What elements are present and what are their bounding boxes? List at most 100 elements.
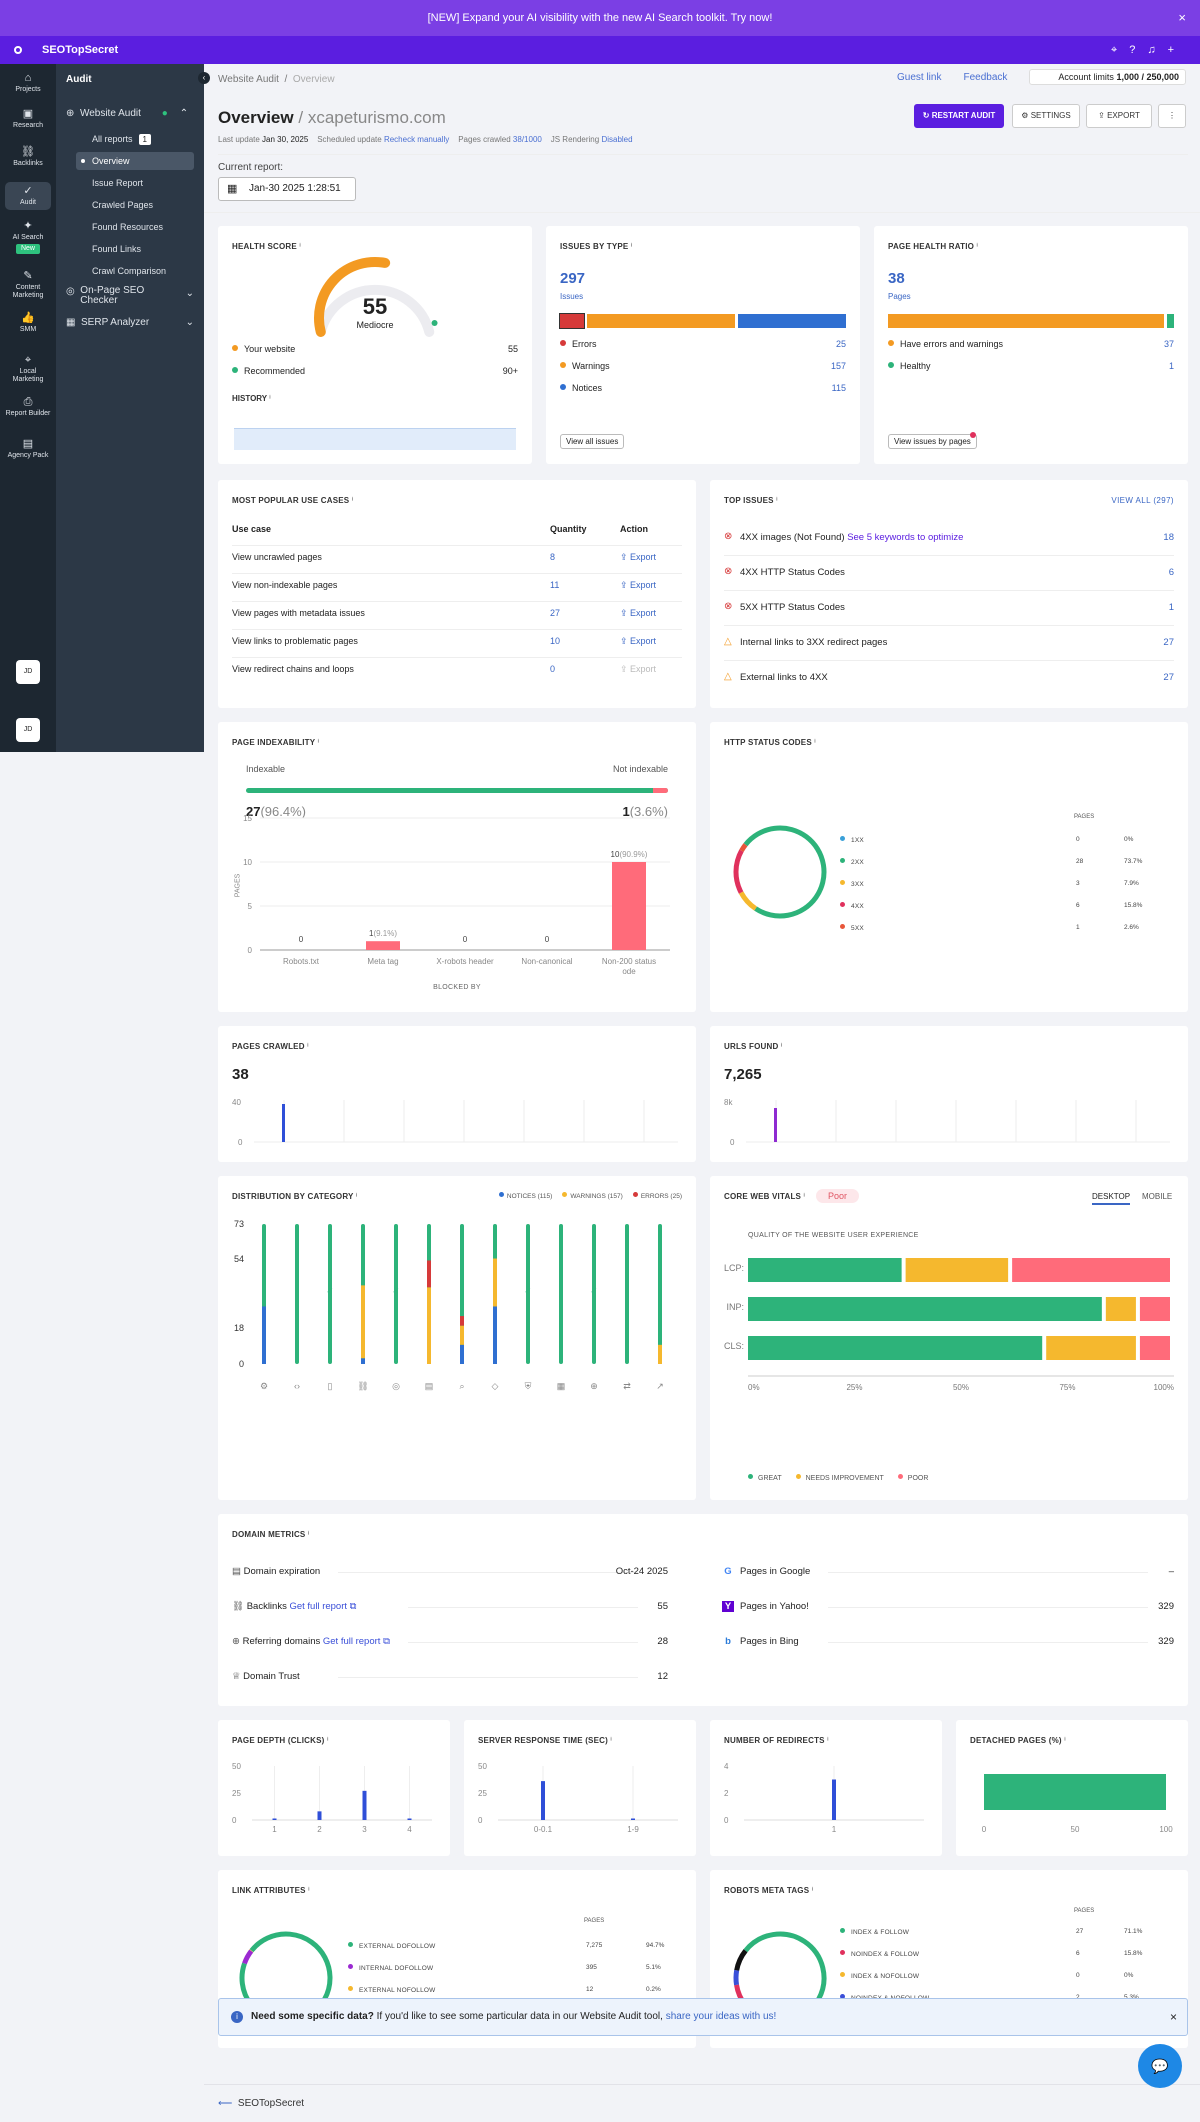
full-report-link[interactable]: Get full report [322,1636,381,1647]
legend-value[interactable]: 1 [1168,361,1174,371]
info-icon[interactable]: ⁱ [299,242,301,251]
info-icon[interactable]: ⁱ [630,242,633,251]
pin-icon[interactable]: ⌖ [1110,44,1130,56]
use-case-qty[interactable]: 0 [550,664,556,674]
info-icon[interactable]: ⁱ [326,1736,329,1745]
tab-desktop[interactable]: DESKTOP [1092,1192,1131,1205]
top-issue-item[interactable]: 5XX HTTP Status Codes [740,602,845,613]
guest-link[interactable]: Guest link [897,72,942,83]
subnav-onpage[interactable]: ◎ On-Page SEO Checker ⌄ [66,286,194,306]
crawled-link[interactable]: 38/1000 [512,135,542,144]
view-all-link[interactable]: VIEW ALL (297) [1111,496,1174,505]
top-issue-item[interactable]: Internal links to 3XX redirect pages [740,637,887,648]
top-issue-item[interactable]: External links to 4XX [740,672,828,683]
subnav-item-crawl-comparison[interactable]: Crawl Comparison [76,262,194,280]
legend-row-noindex-follow[interactable]: NOINDEX & FOLLOW [840,1950,919,1958]
help-icon[interactable]: ? [1129,44,1148,56]
account-limits[interactable]: Account limits 1,000 / 250,000 [1029,69,1186,85]
rail-item-report-builder[interactable]: ⎙ Report Builder [5,396,51,418]
report-select[interactable]: ▦ Jan-30 2025 1:28:51 [218,177,356,201]
legend-row-2xx[interactable]: 2XX [840,858,864,866]
more-button[interactable]: ⋮ [1158,104,1186,128]
info-icon[interactable]: ⁱ [776,496,778,505]
info-icon[interactable]: ⁱ [317,738,320,747]
restart-audit-button[interactable]: ↻ RESTART AUDIT [914,104,1004,128]
issue-count[interactable]: 1 [1168,602,1174,613]
close-icon[interactable]: × [1169,2010,1177,2024]
rail-item-smm[interactable]: 👍 SMM [5,312,51,334]
export-link[interactable]: ⇪ Export [620,552,656,563]
top-issue-item[interactable]: 4XX HTTP Status Codes [740,567,845,578]
tab-mobile[interactable]: MOBILE [1142,1192,1173,1201]
settings-button[interactable]: ⚙ SETTINGS [1012,104,1080,128]
chevron-down-icon[interactable]: ⌄ [185,288,194,299]
avatar[interactable]: JD [16,660,40,684]
legend-row-healthy[interactable]: Healthy 1 [888,361,1174,371]
legend-row-5xx[interactable]: 5XX [840,924,864,932]
info-icon[interactable]: ⁱ [307,1530,310,1539]
collapse-icon[interactable]: ‹ [198,72,210,84]
rail-item-audit[interactable]: ✓ Audit [5,182,51,210]
info-icon[interactable]: ⁱ [827,1736,829,1745]
sched-link[interactable]: Recheck manually [383,135,450,144]
export-link[interactable]: ⇪ Export [620,636,656,647]
back-arrow-icon[interactable]: ⟵ [218,2098,233,2109]
legend-row-external-nofollow[interactable]: EXTERNAL NOFOLLOW [348,1986,435,1994]
bar-segment-errors[interactable] [559,313,585,329]
issue-count[interactable]: 27 [1163,672,1174,683]
indexable-bar[interactable] [246,788,668,793]
info-icon[interactable]: ⁱ [811,1886,814,1895]
legend-row-4xx[interactable]: 4XX [840,902,864,910]
rail-item-local-marketing[interactable]: ⌖ Local Marketing [5,354,51,384]
view-all-issues-button[interactable]: View all issues [560,434,625,449]
export-link[interactable]: ⇪ Export [620,580,656,591]
crumb-website-audit[interactable]: Website Audit [218,74,279,85]
subnav-item-found-links[interactable]: Found Links [76,240,194,258]
promo-banner[interactable]: [NEW] Expand your AI visibility with the… [0,0,1200,36]
issues-bar[interactable] [559,313,846,329]
legend-row-3xx[interactable]: 3XX [840,880,864,888]
legend-row-internal-dofollow[interactable]: INTERNAL DOFOLLOW [348,1964,433,1972]
rail-item-research[interactable]: ▣ Research [5,108,51,130]
bell-icon[interactable]: ♫ [1147,44,1168,56]
subnav-item-all-reports[interactable]: All reports 1 [76,130,194,148]
legend-value[interactable]: 157 [830,361,846,371]
legend-value[interactable]: 37 [1163,339,1174,349]
history-chart[interactable] [234,428,516,450]
legend-row-have-errors-and-warnings[interactable]: Have errors and warnings 37 [888,339,1174,349]
legend-row-external-dofollow[interactable]: EXTERNAL DOFOLLOW [348,1942,435,1950]
info-icon[interactable]: ⁱ [307,1042,309,1051]
full-report-link[interactable]: Get full report [289,1601,348,1612]
rail-item-projects[interactable]: ⌂ Projects [5,72,51,94]
info-icon[interactable]: ⁱ [308,1886,310,1895]
bar-segment-notices[interactable] [737,314,846,328]
export-button[interactable]: ⇪ EXPORT [1086,104,1152,128]
info-icon[interactable]: ⁱ [976,242,979,251]
info-icon[interactable]: ⁱ [610,1736,613,1745]
subnav-item-overview[interactable]: Overview [76,152,194,170]
ideas-link[interactable]: share your ideas with us! [665,2011,777,2022]
rail-item-ai-search[interactable]: ✦ AI Search New [5,220,51,254]
info-icon[interactable]: ⁱ [780,1042,783,1051]
subnav-item-crawled-pages[interactable]: Crawled Pages [76,196,194,214]
promo-text[interactable]: [NEW] Expand your AI visibility with the… [427,12,773,24]
info-icon[interactable]: ⁱ [803,1192,806,1201]
info-icon[interactable]: ⁱ [351,496,354,505]
issues-total[interactable]: 297 [560,270,586,287]
use-case-qty[interactable]: 10 [550,636,561,646]
rail-item-agency-pack[interactable]: ▤ Agency Pack [5,438,51,460]
rail-item-backlinks[interactable]: ⛓ Backlinks [5,146,51,168]
top-issue-item[interactable]: 4XX images (Not Found) See 5 keywords to… [740,532,963,543]
use-case-qty[interactable]: 11 [550,580,560,590]
legend-row-errors[interactable]: Errors 25 [560,339,846,349]
info-icon[interactable]: ⁱ [355,1192,358,1201]
legend-row-1xx[interactable]: 1XX [840,836,864,844]
use-case-qty[interactable]: 8 [550,552,556,562]
info-icon[interactable]: ⁱ [814,738,816,747]
view-issues-by-pages-button[interactable]: View issues by pages [888,434,977,449]
rail-item-content-marketing[interactable]: ✎ Content Marketing [5,270,51,300]
legend-row-index-nofollow[interactable]: INDEX & NOFOLLOW [840,1972,919,1980]
brand-logo[interactable]: SEOTopSecret [14,36,118,64]
external-link-icon[interactable]: ⧉ [347,1601,357,1612]
chat-icon[interactable]: 💬 [1138,2044,1182,2088]
